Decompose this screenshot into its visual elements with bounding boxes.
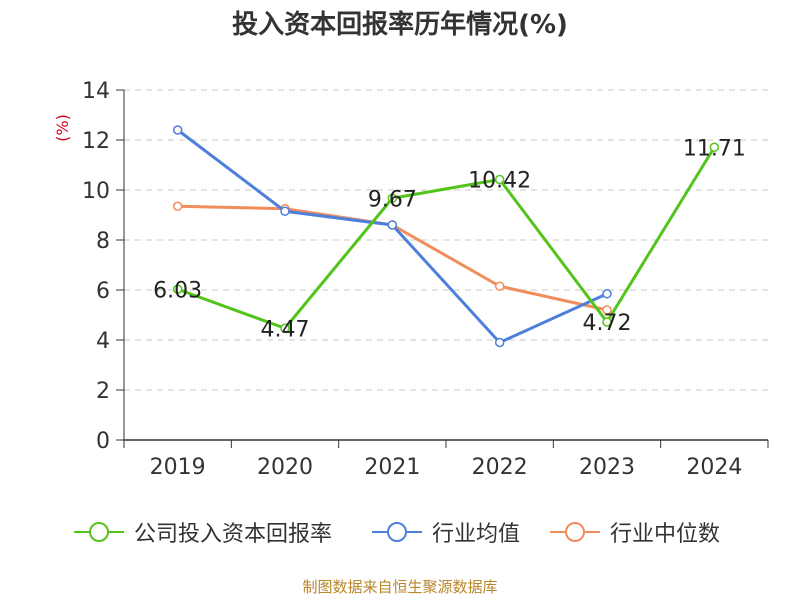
data-point-1	[172, 125, 183, 135]
series-line-0	[177, 146, 716, 330]
label-layer: 6.03 4.47 9.67 10.42 4.72 11.71	[153, 136, 746, 342]
legend-label-industry-median: 行业中位数	[610, 522, 721, 547]
data-label: 4.47	[261, 317, 310, 342]
grid-layer	[124, 89, 768, 391]
x-tick-label: 2019	[150, 455, 206, 480]
data-label: 10.42	[468, 169, 531, 194]
data-point-0	[387, 193, 398, 203]
y-tick-label: 8	[96, 229, 110, 254]
x-tick-label: 2020	[257, 455, 313, 480]
data-point-0	[280, 323, 290, 333]
y-tick-label: 14	[82, 79, 110, 104]
data-label: 6.03	[153, 278, 202, 303]
data-label: 9.67	[368, 187, 417, 212]
data-label: 4.72	[583, 311, 632, 336]
legend-item-industry-mean[interactable]: 行业均值	[370, 516, 520, 548]
data-point-0	[172, 284, 183, 294]
data-point-0	[494, 174, 505, 185]
legend-item-industry-median[interactable]: 行业中位数	[548, 516, 720, 548]
data-point-0	[709, 142, 720, 152]
y-tick-label: 6	[96, 279, 110, 304]
legend-line-marker-green	[74, 522, 124, 542]
legend-line-marker-orange	[550, 522, 600, 542]
chart-title: 投入资本回报率历年情况(%)	[232, 10, 568, 40]
legend-label-industry-mean: 行业均值	[432, 522, 521, 547]
y-tick-label: 0	[96, 429, 110, 454]
data-point-1	[280, 206, 290, 216]
data-source-note: 制图数据来自恒生聚源数据库	[302, 578, 498, 596]
y-tick-label: 4	[96, 329, 110, 354]
data-point-2	[602, 305, 612, 315]
x-tick-label: 2023	[579, 455, 635, 480]
data-point-0	[602, 317, 612, 327]
data-point-1	[494, 337, 505, 348]
legend-line-marker-blue	[372, 522, 422, 542]
data-point-1	[387, 220, 398, 230]
data-point-1	[602, 289, 612, 299]
x-tick-label: 2022	[472, 455, 528, 480]
axis-layer: 0 2 4 6 8 10 12 14 2019 2020 2021 2022 2023 2024	[82, 79, 769, 480]
x-tick-label: 2024	[686, 455, 742, 480]
y-axis-unit-label: (%)	[53, 114, 72, 142]
legend-item-company[interactable]: 公司投入资本回报率	[72, 516, 332, 548]
y-tick-label: 12	[82, 129, 110, 154]
data-point-2	[172, 201, 183, 211]
data-point-2	[494, 281, 505, 291]
x-tick-label: 2021	[364, 455, 420, 480]
series-layer	[172, 125, 720, 348]
data-label: 11.71	[683, 136, 746, 161]
y-tick-label: 10	[82, 179, 110, 204]
legend-label-company: 公司投入资本回报率	[134, 522, 333, 547]
y-tick-label: 2	[96, 379, 110, 404]
